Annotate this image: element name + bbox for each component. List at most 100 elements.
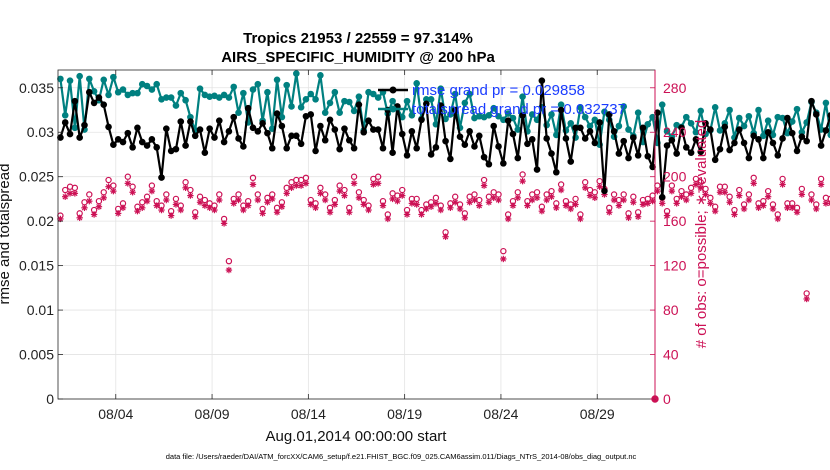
evaluated-obs-marker [774,215,781,223]
totalspread-point [105,91,112,99]
evaluated-obs-marker [172,201,180,208]
rmse-point [211,134,218,141]
evaluated-obs-marker [331,201,339,208]
evaluated-obs-marker [76,214,83,222]
totalspread-point [302,96,310,103]
rmse-point [716,145,724,153]
evaluated-obs-marker [769,205,777,213]
evaluated-obs-marker [625,214,632,222]
rmse-point [822,127,830,134]
rmse-point [71,97,79,105]
possible-obs-marker [827,195,830,203]
totalspread-point [143,82,151,90]
legend-spread-label: totalspread grand pr = 0.032737 [412,101,626,118]
evaluated-obs-marker [509,202,517,209]
y-tick-label-right: 240 [663,124,687,140]
rmse-point [649,163,656,171]
totalspread-point [784,129,791,137]
evaluated-obs-marker [278,203,286,210]
rmse-point [95,94,103,101]
rmse-point [562,135,570,142]
possible-obs-marker [817,175,825,183]
evaluated-obs-marker [581,184,589,192]
y-tick-label-left: 0.025 [19,169,54,185]
evaluated-obs-marker [634,213,642,220]
rmse-point [475,132,483,140]
totalspread-point [740,122,748,130]
x-tick-label: 08/04 [98,406,133,422]
totalspread-point [726,106,733,114]
rmse-point [297,140,305,148]
totalspread-point [196,85,204,92]
evaluated-obs-marker [683,196,690,204]
rmse-point [427,151,435,158]
totalspread-point [485,112,493,119]
chart-title-line1: Tropics 21953 / 22559 = 97.314% [243,30,473,47]
rmse-point [153,144,160,151]
totalspread-point [76,72,83,80]
evaluated-obs-marker [264,199,271,206]
rmse-point [543,135,550,142]
rmse-point [278,122,286,130]
possible-obs-marker [750,174,757,182]
totalspread-point [66,77,74,84]
x-tick-label: 08/19 [387,406,422,422]
evaluated-obs-marker [659,200,666,207]
y-tick-label-left: 0.015 [19,258,54,274]
evaluated-obs-marker [302,180,310,187]
evaluated-obs-marker [793,209,801,216]
evaluated-obs-marker [134,207,141,215]
rmse-point [345,136,353,144]
evaluated-obs-marker [808,196,815,204]
totalspread-point [403,97,411,105]
evaluated-obs-marker [538,207,546,215]
rmse-point [254,128,262,135]
totalspread-point [716,127,724,134]
rmse-point [461,141,469,148]
rmse-point [760,154,767,162]
totalspread-point [620,103,628,110]
rmse-point [774,152,782,159]
rmse-point [726,146,733,154]
totalspread-point [509,114,517,122]
totalspread-point [119,86,127,93]
totalspread-point [288,103,295,110]
rmse-point [76,134,83,141]
rmse-point [370,126,377,133]
rmse-point [480,153,488,161]
rmse-point [495,143,502,150]
evaluated-obs-marker [596,183,603,190]
y-tick-label-left: 0.035 [19,80,54,96]
rmse-point [586,128,594,135]
totalspread-point [71,124,79,132]
evaluated-obs-marker [610,196,618,204]
evaluated-obs-marker [760,202,767,209]
rmse-point [735,126,743,133]
totalspread-point [413,80,420,87]
evaluated-obs-marker [615,202,623,209]
totalspread-point [567,120,575,127]
evaluated-obs-marker [341,192,348,199]
evaluated-obs-marker [524,202,531,209]
evaluated-obs-marker [211,206,218,214]
possible-obs-marker [779,175,786,183]
rmse-point [158,174,165,181]
evaluated-obs-marker [114,210,122,217]
rmse-point [553,168,560,176]
evaluated-obs-marker [365,206,372,214]
possible-obs-marker [86,191,93,198]
evaluated-obs-marker [177,206,184,214]
evaluated-obs-marker [707,200,714,207]
evaluated-obs-marker [817,181,825,188]
x-tick-label: 08/24 [483,406,518,422]
rmse-point [764,128,772,136]
totalspread-point [793,105,801,113]
totalspread-point [85,75,93,83]
rmse-point [620,137,628,145]
totalspread-point [57,75,64,83]
rmse-point [124,129,132,137]
rmse-point [591,139,599,147]
rmse-point [360,128,368,136]
rmse-point [687,149,695,156]
rmse-point [268,144,276,152]
